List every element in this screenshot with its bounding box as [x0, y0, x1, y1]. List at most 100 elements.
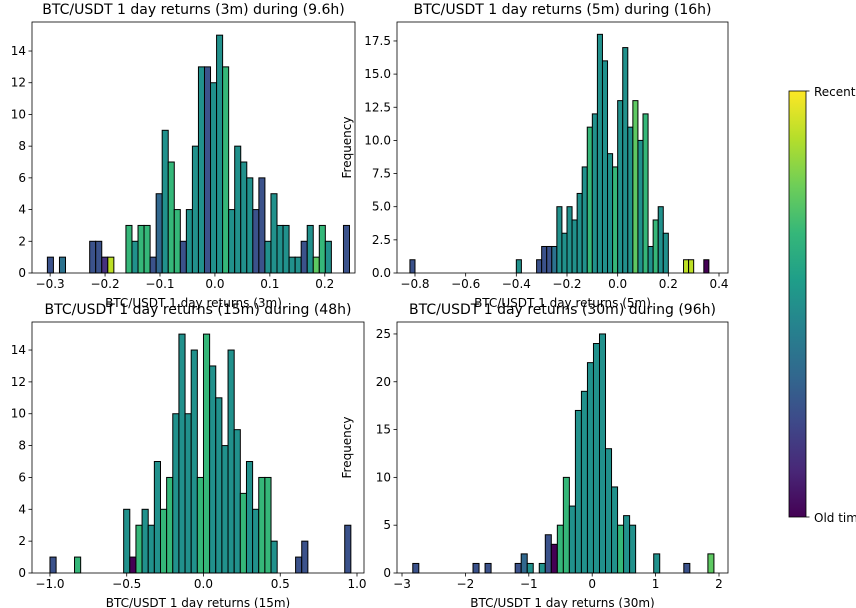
histogram-bar: [300, 240, 308, 274]
x-axis-label: BTC/USDT 1 day returns (5m): [474, 296, 651, 310]
histogram-bar: [642, 113, 649, 274]
histogram-bar: [344, 524, 352, 574]
histogram-bar: [607, 153, 614, 274]
histogram-bar: [221, 445, 229, 574]
y-tick-label: 10.0: [364, 133, 391, 147]
histogram-bar: [288, 256, 296, 274]
y-tick-label: 2: [18, 534, 26, 548]
histogram-bar: [561, 232, 568, 274]
histogram-bar: [544, 534, 552, 574]
y-tick-label: 12.5: [364, 100, 391, 114]
histogram-bar: [596, 33, 603, 274]
histogram-bar: [155, 193, 163, 274]
histogram-bar: [270, 193, 278, 274]
histogram-bar: [484, 562, 492, 574]
x-tick-label: −3: [393, 577, 411, 591]
histogram-bar: [601, 60, 609, 274]
histogram-bar: [46, 256, 54, 274]
histogram-bar: [264, 476, 272, 574]
x-tick-label: 0.4: [709, 277, 728, 291]
histogram-bar: [184, 413, 192, 574]
histogram-bar: [622, 47, 629, 274]
histogram-bar: [617, 100, 624, 274]
colorbar-label: Recent: [814, 85, 856, 99]
histogram-bar: [657, 206, 664, 274]
axes-frame: [396, 321, 729, 574]
histogram-bar: [179, 240, 187, 274]
histogram-bar: [215, 397, 223, 574]
x-tick-label: 1: [652, 577, 660, 591]
histogram-bar: [566, 206, 573, 274]
x-tick-label: −0.4: [502, 277, 531, 291]
x-tick-label: 1.0: [347, 577, 366, 591]
histogram-bar: [342, 224, 351, 274]
histogram-bar: [258, 476, 266, 574]
histogram-bar: [536, 259, 543, 274]
histogram-bar: [556, 206, 563, 274]
histogram-bar: [258, 177, 266, 274]
y-tick-label: 6: [18, 470, 26, 484]
y-tick-label: 2: [18, 234, 26, 248]
y-tick-label: 0: [18, 266, 26, 280]
histogram-bar: [143, 224, 151, 274]
histogram-bar: [632, 100, 639, 274]
histogram-bar: [598, 333, 607, 574]
histogram-bar: [556, 524, 564, 574]
x-tick-label: 0: [588, 577, 596, 591]
x-tick-label: 0.0: [608, 277, 627, 291]
histogram-bar: [688, 259, 695, 274]
y-tick-label: 7.5: [372, 167, 391, 181]
histogram-bar: [683, 562, 691, 574]
histogram-bar: [246, 177, 254, 274]
y-tick-label: 6: [18, 171, 26, 185]
histogram-bar: [167, 161, 175, 274]
histogram-bar: [612, 166, 619, 274]
y-tick-label: 14: [11, 343, 26, 357]
x-axis-label: BTC/USDT 1 day returns (15m): [106, 596, 290, 608]
histogram-bar: [245, 461, 254, 574]
histogram-bar: [472, 562, 480, 574]
histogram-bar: [191, 145, 199, 274]
histogram-bar: [514, 562, 522, 574]
y-tick-label: 10: [376, 470, 391, 484]
histogram-bar: [173, 209, 181, 274]
histogram-bar: [637, 139, 644, 274]
y-tick-label: 17.5: [364, 34, 391, 48]
histogram-bar: [153, 461, 161, 574]
y-tick-label: 2.5: [372, 233, 391, 247]
histogram-bar: [240, 161, 248, 274]
histogram-bar: [203, 66, 212, 274]
histogram-bar: [652, 219, 659, 274]
histogram-bar: [216, 34, 224, 274]
colorbar: [788, 90, 807, 518]
x-tick-label: 0.1: [260, 277, 279, 291]
histogram-bar: [591, 113, 598, 274]
x-tick-label: −1.0: [35, 577, 64, 591]
histogram-bar: [264, 240, 272, 274]
histogram-bar: [95, 240, 103, 274]
y-tick-label: 15: [376, 423, 391, 437]
histogram-bar: [409, 259, 416, 274]
histogram-bar: [233, 429, 241, 574]
histogram-bar: [149, 256, 157, 274]
histogram-bar: [629, 524, 637, 574]
y-tick-label: 0: [383, 566, 391, 580]
histogram-bar: [312, 256, 320, 274]
histogram-bar: [647, 245, 654, 274]
histogram-bar: [301, 540, 309, 574]
y-tick-label: 10: [11, 407, 26, 421]
histogram-bar: [166, 476, 174, 574]
y-tick-label: 4: [18, 502, 26, 516]
histogram-bar: [550, 543, 558, 574]
histogram-bar: [295, 556, 303, 574]
chart-title: BTC/USDT 1 day returns (3m) during (9.6h…: [42, 2, 344, 18]
histogram-bar: [178, 333, 186, 574]
histogram-bar: [605, 448, 613, 574]
histogram-bar: [58, 256, 67, 274]
histogram-bar: [318, 224, 326, 274]
y-tick-label: 10: [11, 107, 26, 121]
histogram-bar: [222, 66, 230, 274]
histogram-bar: [562, 476, 570, 574]
